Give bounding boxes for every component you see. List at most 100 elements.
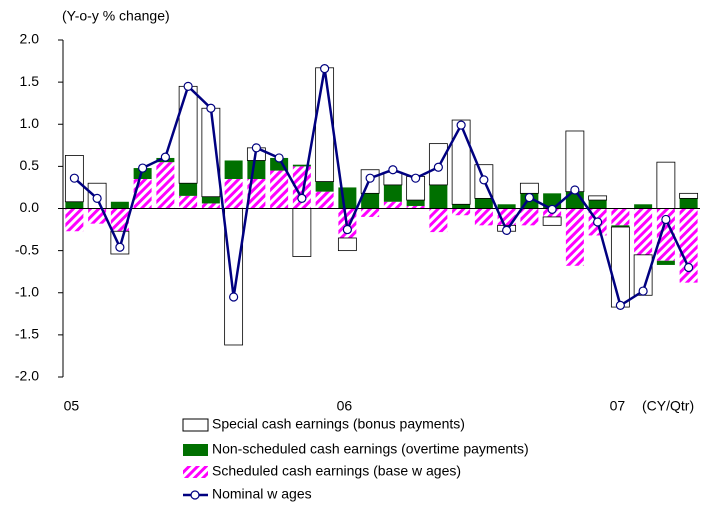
line-marker [229,292,239,302]
line-marker [206,103,216,113]
y-tick-label: 0.5 [20,157,40,173]
bar [451,119,471,205]
bar [588,195,608,201]
bar [383,201,402,209]
line-marker [433,162,443,172]
line-marker [684,262,694,273]
bar [201,203,220,209]
bar [679,208,698,283]
bar [270,170,289,209]
line-marker [570,185,580,195]
bar [429,208,448,233]
bar [179,183,198,196]
line-marker [365,173,375,183]
x-tick-label: 06 [337,398,353,414]
bar [179,195,198,209]
bar [65,201,84,209]
bar [474,198,493,209]
bar [65,208,84,232]
legend-swatch [182,418,209,432]
bar [519,182,539,194]
line-marker [138,163,148,173]
line-marker [342,224,352,235]
line-marker [456,120,466,130]
line-marker [115,242,125,252]
legend-marker [190,490,200,500]
line-marker [92,193,102,203]
bar [588,200,607,209]
bar [611,208,630,226]
bar [361,208,380,217]
bar [406,205,425,209]
bar [178,85,198,184]
bar [224,208,244,346]
legend-label: Nominal w ages [212,486,312,502]
line-marker [411,173,421,183]
bar [542,216,562,226]
line-marker [479,175,489,185]
y-tick-label: 0.0 [20,199,40,215]
bar [406,200,425,206]
bar [520,208,539,226]
line [73,68,690,308]
bar [315,67,335,182]
line-marker [661,214,671,225]
y-tick-label: -1.5 [15,326,39,342]
bar [110,208,129,232]
bar [361,193,380,209]
bar [656,161,676,209]
line-marker [297,193,307,203]
y-tick-label: 1.5 [20,73,40,89]
bar [292,164,311,167]
y-tick-label: -2.0 [15,368,39,384]
bar [610,226,630,308]
bar [133,168,152,180]
line-marker [593,217,603,227]
bar [315,191,334,209]
line-marker [320,64,330,74]
line-marker [638,286,648,296]
bar [292,208,312,257]
bar [201,196,220,204]
y-tick-label: -1.0 [15,283,39,299]
legend-label: Scheduled cash earnings (base w ages) [212,463,461,479]
bar [247,179,266,209]
line-marker [274,153,284,163]
bar [383,184,402,202]
x-axis-label: (CY/Qtr) [642,398,694,414]
line-marker [547,204,557,214]
bar [565,208,584,266]
bar [224,179,243,209]
y-axis-label: (Y-o-y % change) [62,8,170,24]
bar [110,201,129,209]
bar [656,208,675,261]
bar [611,225,630,228]
line-marker [615,300,625,310]
legend-label: Non-scheduled cash earnings (overtime pa… [212,441,529,457]
x-tick-label: 07 [610,398,626,414]
bar [634,204,653,209]
line-marker [502,225,512,236]
bar [497,204,516,209]
bar [224,160,243,180]
bar [452,208,471,216]
line-marker [524,192,534,203]
bar [429,184,448,209]
line-marker [388,165,398,175]
legend-label: Special cash earnings (bonus payments) [212,416,465,432]
bar [156,162,175,209]
legend-swatch [183,466,208,478]
bar [474,208,493,226]
y-tick-label: 2.0 [20,31,40,47]
bar [656,260,675,265]
bar [679,198,698,209]
x-tick-label: 05 [64,398,80,414]
bar [565,130,585,193]
y-tick-label: -0.5 [15,241,39,257]
legend-swatch [183,444,208,456]
bar [452,204,471,209]
line-marker [251,143,261,153]
line-marker [160,152,170,162]
line-marker [183,81,193,91]
